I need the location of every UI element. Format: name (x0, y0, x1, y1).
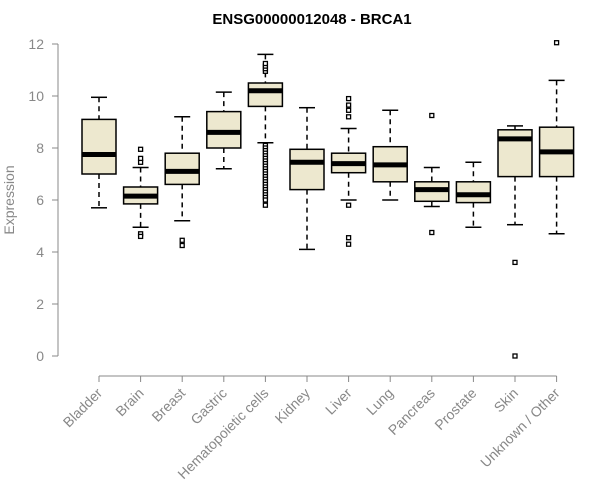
y-tick-label: 12 (28, 36, 44, 52)
outlier-point (137, 233, 144, 240)
x-tick-label: Breast (148, 385, 188, 425)
outlier-point (512, 259, 518, 266)
x-tick-label: Unknown / Other (477, 385, 563, 471)
box-group (81, 96, 117, 209)
x-tick-label: Lung (363, 385, 396, 418)
outlier-point (345, 241, 352, 247)
x-tick-label: Liver (322, 385, 355, 418)
box-group (372, 109, 408, 201)
outlier-point (345, 114, 352, 120)
box-group (330, 95, 367, 247)
outlier-point (429, 229, 435, 236)
outlier-point (345, 202, 352, 208)
outlier-point (345, 235, 352, 241)
outlier-point (512, 353, 518, 359)
x-tick-label: Bladder (60, 385, 106, 431)
outlier-point (179, 237, 185, 243)
box-group (206, 91, 242, 170)
box (206, 110, 242, 149)
y-tick-label: 8 (36, 140, 44, 156)
outlier-point (345, 102, 352, 108)
outlier-point (345, 107, 352, 113)
box-group (414, 112, 450, 236)
box (164, 152, 200, 186)
y-tick-label: 4 (36, 244, 44, 260)
outlier-point (345, 95, 352, 102)
outlier-point (262, 60, 269, 67)
y-axis-label: Expression (1, 165, 17, 234)
x-tick-label: Skin (491, 385, 522, 416)
chart-title: ENSG00000012048 - BRCA1 (212, 11, 411, 28)
box-group (122, 146, 159, 240)
box-group (455, 161, 492, 229)
outlier-point (553, 40, 560, 46)
plot-area (81, 40, 575, 359)
outlier-point (137, 155, 144, 162)
x-tick-label: Prostate (431, 385, 479, 433)
box (247, 82, 284, 108)
box-group (247, 53, 284, 208)
box (289, 148, 325, 191)
x-tick-label: Kidney (272, 385, 314, 427)
y-tick-label: 0 (36, 348, 44, 364)
box-group (538, 40, 575, 235)
outlier-point (262, 197, 269, 203)
box-group (497, 125, 533, 359)
outlier-point (137, 146, 144, 152)
outlier-point (262, 202, 269, 208)
y-tick-label: 6 (36, 192, 44, 208)
box-group (164, 116, 200, 249)
box-group (289, 106, 325, 251)
box (81, 118, 117, 175)
y-tick-label: 10 (28, 88, 44, 104)
x-tick-label: Brain (112, 385, 146, 419)
outlier-point (179, 242, 185, 249)
outlier-point (429, 112, 435, 119)
box (455, 181, 492, 204)
y-tick-label: 2 (36, 296, 44, 312)
